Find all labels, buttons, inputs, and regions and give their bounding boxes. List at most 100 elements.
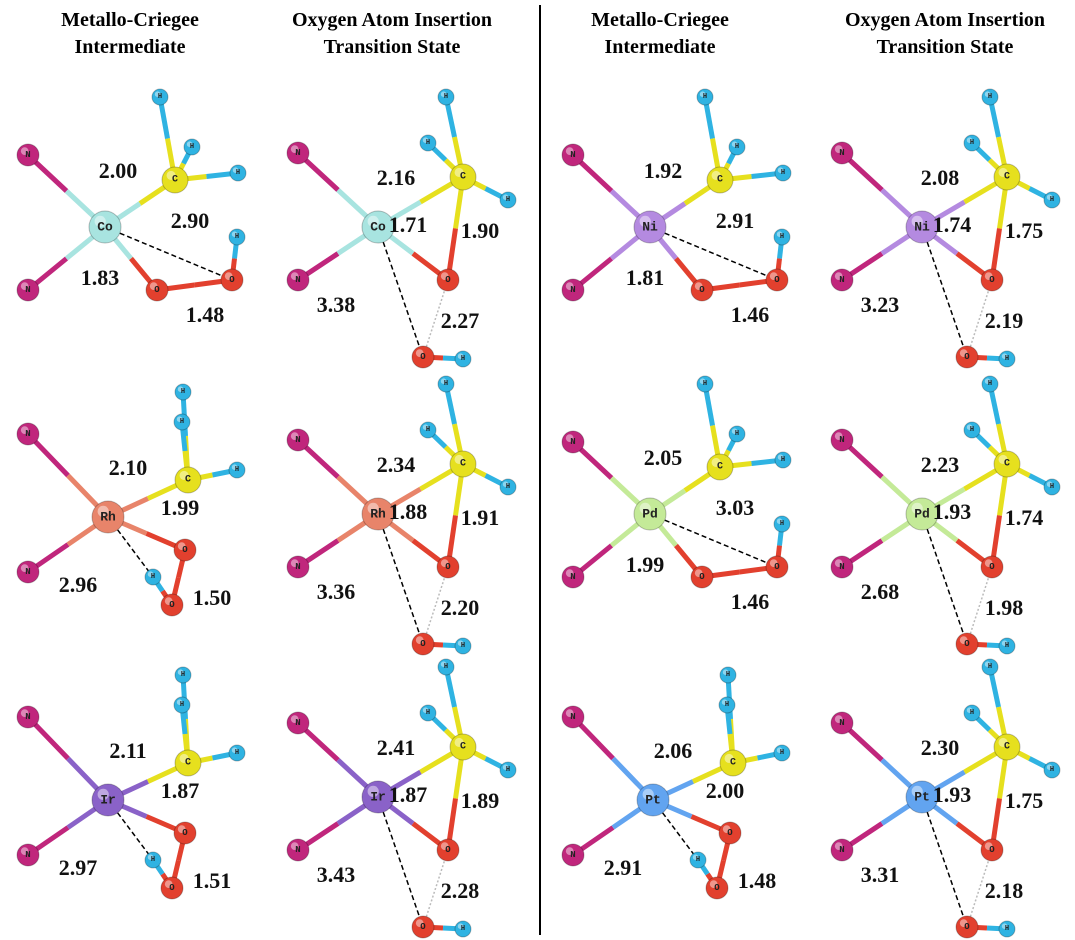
atom-label: H: [506, 196, 510, 204]
atom-label: N: [295, 148, 300, 158]
atom-label: C: [730, 758, 736, 769]
atom-label: N: [839, 562, 844, 572]
atom-label: N: [295, 275, 300, 285]
molecule-panel: NNCHHHPtOOH2.301.931.753.312.18: [831, 659, 1060, 938]
distance-label: 2.97: [59, 855, 98, 880]
molecule-panel: NNCHHHIrOOH2.411.871.893.432.28: [287, 659, 516, 938]
atom-label: H: [780, 749, 784, 757]
atom-label: H: [151, 573, 155, 581]
distance-label: 1.50: [193, 585, 232, 610]
distance-label: 1.74: [1005, 505, 1044, 530]
atom-label: O: [699, 572, 705, 582]
atom-label: H: [970, 139, 974, 147]
distance-label: 1.74: [933, 212, 972, 237]
atom-label: N: [25, 850, 30, 860]
atom-label: N: [570, 150, 575, 160]
column-header: Intermediate: [604, 36, 715, 58]
distance-label: 2.27: [441, 308, 480, 333]
atom-label: O: [445, 275, 451, 285]
atom-label: H: [461, 642, 465, 650]
atom-label: H: [235, 749, 239, 757]
distance-label: 2.68: [861, 579, 900, 604]
molecule-panel: NNCHHHPdOOH2.053.031.991.46: [562, 376, 791, 614]
atom-label: H: [1005, 355, 1009, 363]
atom-label: H: [703, 380, 707, 388]
distance-label: 3.23: [861, 292, 900, 317]
atom-label: H: [781, 169, 785, 177]
distance-label: 1.93: [933, 782, 972, 807]
atom-label: H: [426, 426, 430, 434]
atom-label: H: [1005, 925, 1009, 933]
atom-label: H: [461, 355, 465, 363]
atom-label: N: [839, 435, 844, 445]
distance-label: 1.99: [626, 552, 665, 577]
column-header: Intermediate: [74, 36, 185, 58]
distance-label: 2.90: [171, 208, 210, 233]
atom-label: H: [444, 663, 448, 671]
atom-label: O: [229, 275, 235, 285]
atom-label: N: [25, 429, 30, 439]
atom-label: Pd: [914, 507, 930, 522]
atom-label: Ni: [914, 220, 930, 235]
atom-label: C: [460, 742, 466, 753]
atom-label: O: [964, 922, 970, 932]
atom-label: O: [169, 600, 175, 610]
atom-label: H: [461, 925, 465, 933]
atom-label: Ir: [100, 793, 116, 808]
distance-label: 1.87: [161, 778, 200, 803]
atom-label: H: [426, 139, 430, 147]
atom-label: O: [420, 352, 426, 362]
distance-label: 2.18: [985, 878, 1024, 903]
atom-label: H: [236, 169, 240, 177]
atom-label: Pt: [645, 793, 661, 808]
atom-label: C: [1004, 459, 1010, 470]
atom-label: Rh: [100, 510, 116, 525]
atom-label: H: [780, 233, 784, 241]
atom-label: O: [420, 639, 426, 649]
column-header: Metallo-Criegee: [61, 9, 199, 31]
atom-label: H: [696, 856, 700, 864]
atom-label: N: [25, 150, 30, 160]
atom-label: Pt: [914, 790, 930, 805]
atom-label: C: [460, 172, 466, 183]
atom-label: Pd: [642, 507, 658, 522]
atom-label: C: [717, 462, 723, 473]
atom-label: N: [570, 712, 575, 722]
distance-label: 1.99: [161, 495, 200, 520]
distance-label: 3.03: [716, 495, 755, 520]
atom-label: H: [735, 143, 739, 151]
distance-label: 1.75: [1005, 788, 1044, 813]
distance-label: 2.11: [109, 738, 146, 763]
atom-label: H: [190, 143, 194, 151]
atom-label: H: [181, 671, 185, 679]
atom-label: N: [295, 718, 300, 728]
atom-label: H: [735, 430, 739, 438]
atom-label: O: [699, 285, 705, 295]
atom-label: H: [426, 709, 430, 717]
atom-label: H: [988, 380, 992, 388]
atom-label: H: [235, 466, 239, 474]
atom-label: N: [839, 275, 844, 285]
distance-label: 2.34: [377, 452, 416, 477]
atom-label: N: [295, 435, 300, 445]
atom-label: O: [989, 275, 995, 285]
distance-label: 2.06: [654, 738, 693, 763]
distance-label: 2.19: [985, 308, 1024, 333]
distance-label: 2.91: [604, 855, 643, 880]
distance-label: 1.51: [193, 868, 232, 893]
atom-label: N: [570, 850, 575, 860]
atom-label: N: [295, 845, 300, 855]
distance-label: 2.00: [99, 158, 138, 183]
distance-label: 1.71: [389, 212, 428, 237]
column-header: Oxygen Atom Insertion: [292, 9, 492, 31]
atom-label: H: [970, 709, 974, 717]
atom-label: O: [445, 562, 451, 572]
molecule-panel: NNCHHHPtOOH2.062.002.911.48: [562, 667, 790, 899]
distance-label: 2.28: [441, 878, 480, 903]
distance-label: 1.90: [461, 218, 500, 243]
distance-label: 2.30: [921, 735, 960, 760]
distance-label: 1.46: [731, 589, 770, 614]
